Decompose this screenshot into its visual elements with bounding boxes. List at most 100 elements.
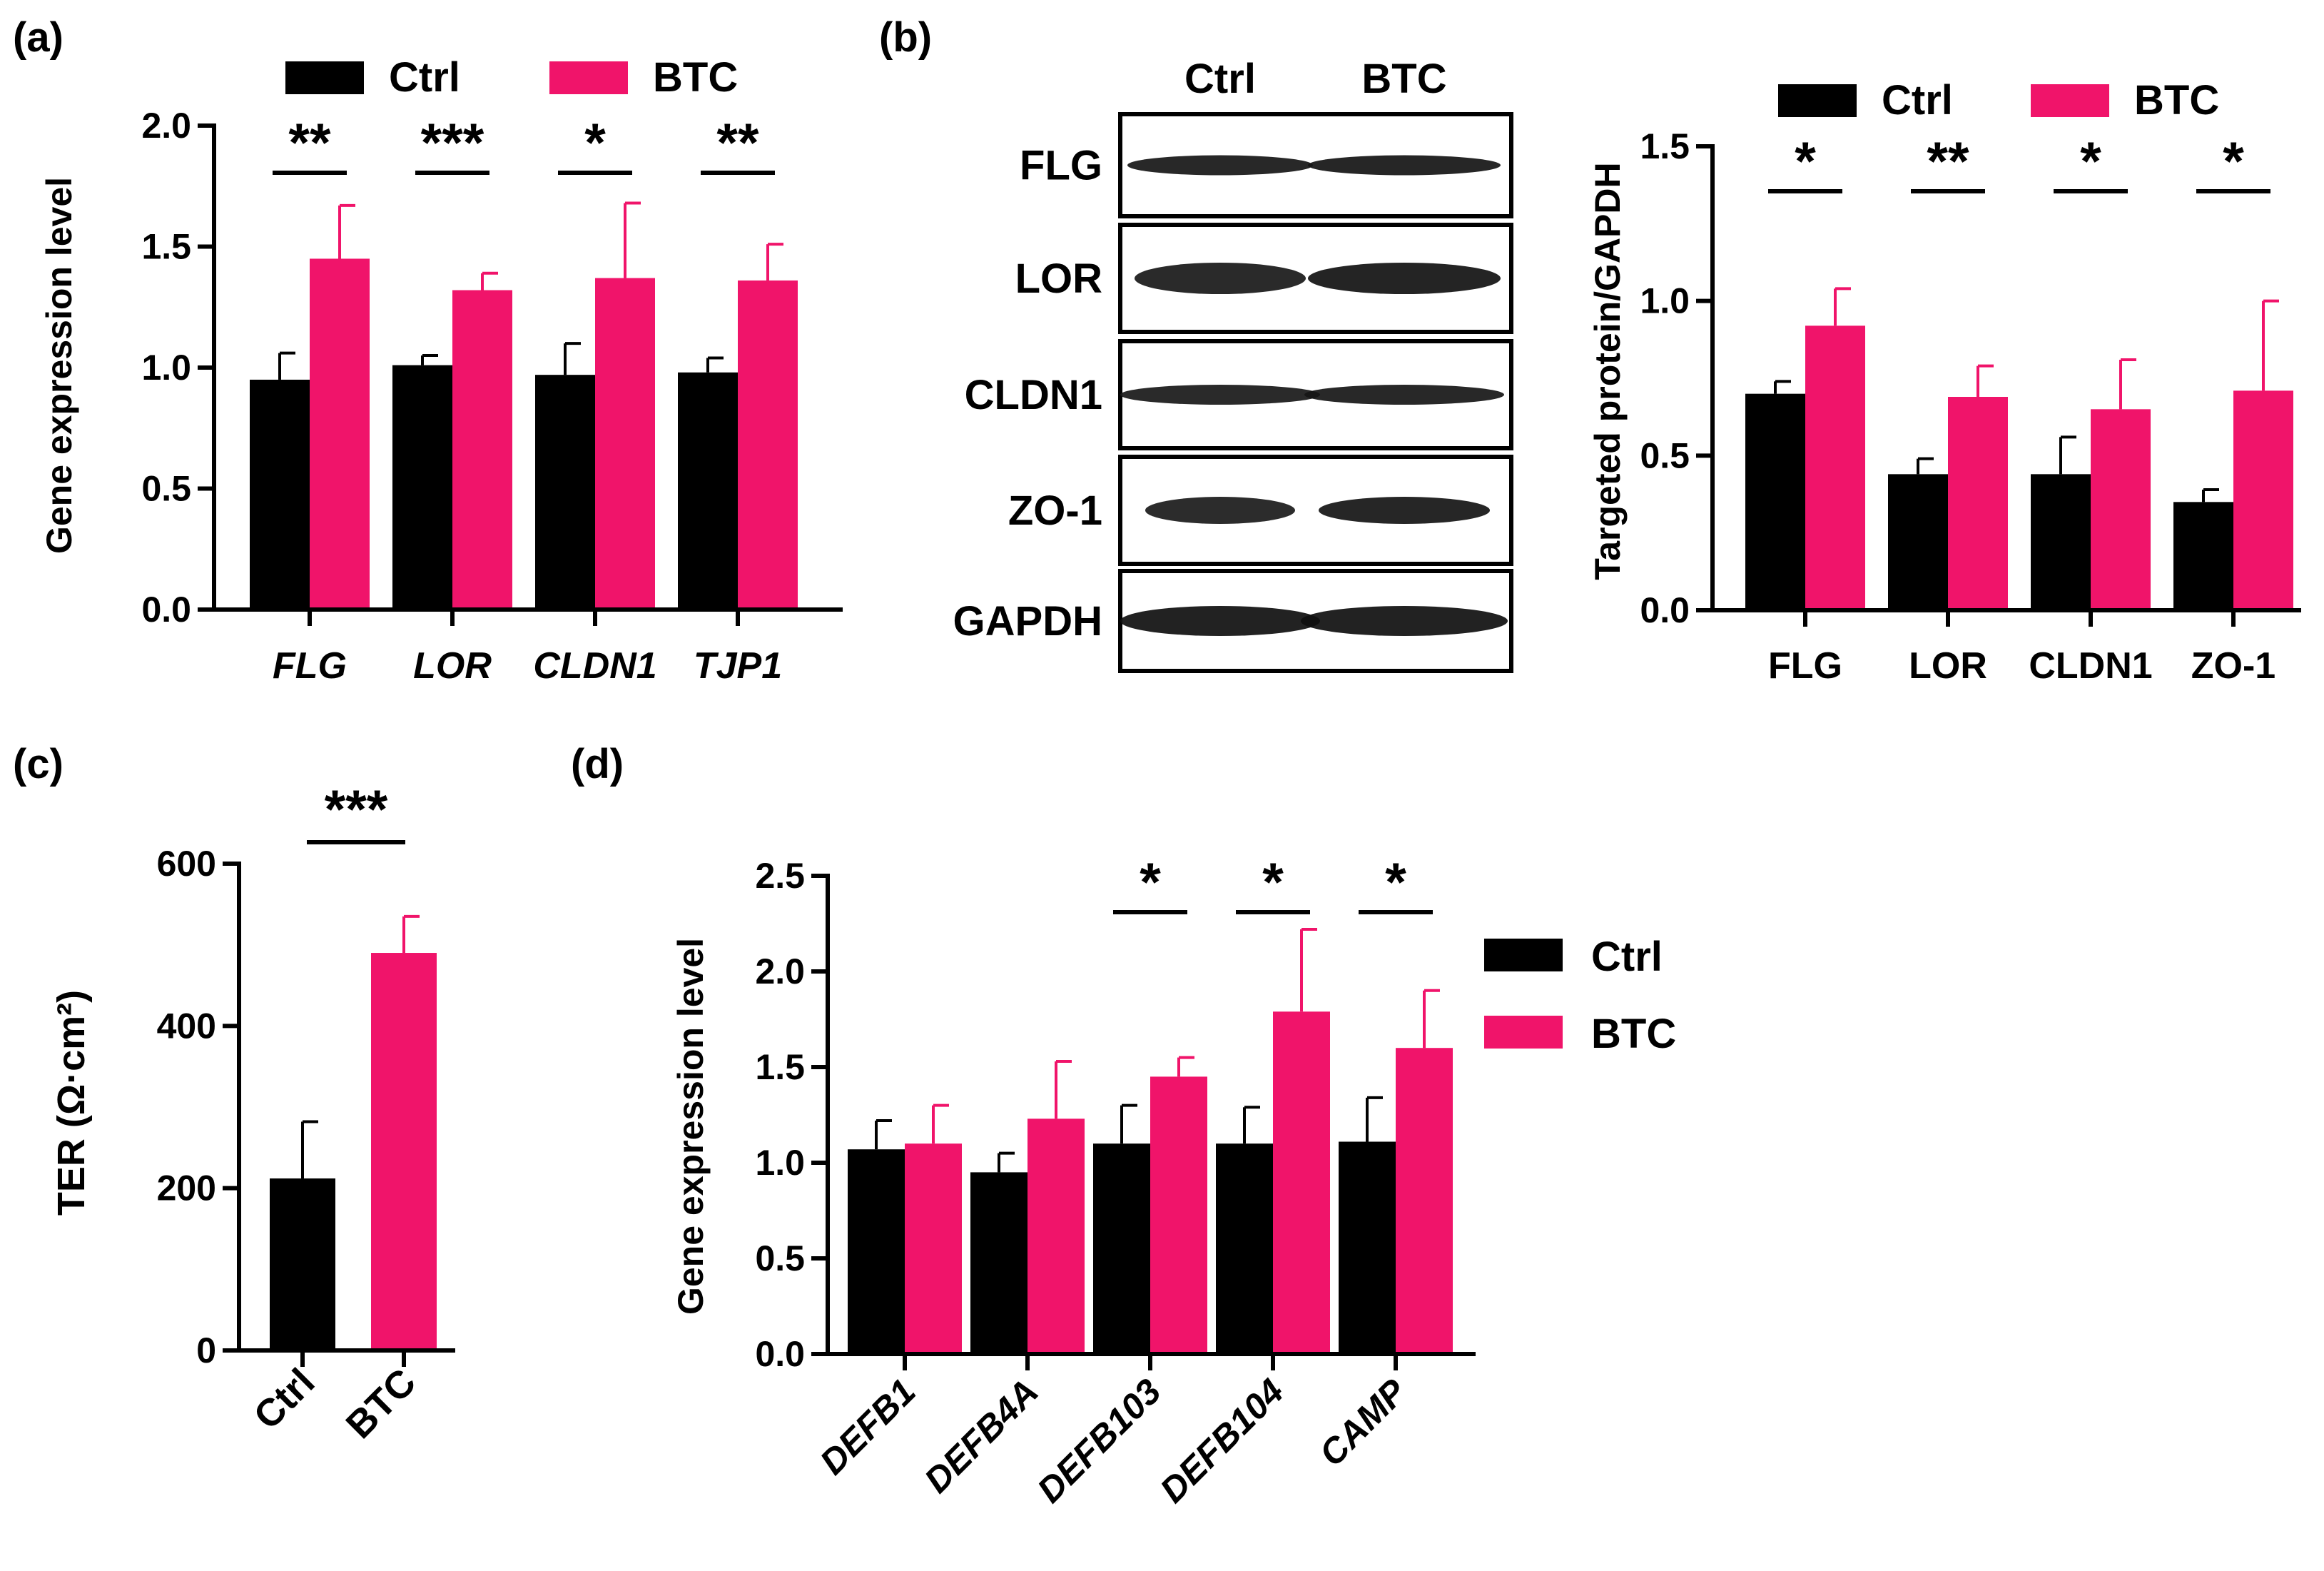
- y-tick-label: 0.0: [755, 1334, 805, 1374]
- chart-marks: ** *** * **: [250, 113, 798, 610]
- panel-b-legend: Ctrl BTC: [1778, 77, 2219, 123]
- blot-band: [1301, 606, 1508, 636]
- bar-btc: [452, 290, 512, 610]
- y-tick-label: 2.5: [755, 856, 805, 896]
- blot-row-label: CLDN1: [965, 372, 1102, 418]
- y-tick-label: 0.5: [755, 1238, 805, 1278]
- category-label: DEFB103: [1030, 1371, 1169, 1510]
- category-label: Ctrl: [245, 1360, 323, 1438]
- bar-btc: [371, 953, 437, 1350]
- panel-c-bar-chart: TER (Ω·cm²) 0 200 400 600 *** Ctrl BTC: [50, 779, 455, 1447]
- y-tick-label: 0.5: [141, 469, 191, 509]
- y-tick-label: 1.0: [1640, 281, 1690, 321]
- axes: [826, 874, 1476, 1356]
- panel-a-legend: Ctrl BTC: [285, 54, 738, 101]
- y-tick-label: 1.5: [1640, 126, 1690, 166]
- blot-band: [1319, 497, 1490, 524]
- x-axis-ticks: FLG LOR CLDN1 ZO-1: [1768, 608, 2275, 687]
- y-axis-title: Gene expression level: [671, 938, 711, 1315]
- bar-btc: [1805, 325, 1865, 610]
- bar-btc: [1396, 1048, 1453, 1354]
- y-axis-ticks: 0 200 400 600: [157, 844, 241, 1370]
- chart-marks: ***: [270, 779, 437, 1350]
- y-tick-label: 2.0: [141, 106, 191, 146]
- panel-label-c: (c): [13, 741, 64, 787]
- y-tick-label: 400: [157, 1006, 216, 1046]
- legend-label-btc: BTC: [1591, 1011, 1676, 1057]
- y-axis-ticks: 0.0 0.5 1.0 1.5: [1640, 126, 1715, 630]
- bar-ctrl: [250, 379, 310, 610]
- significance-mark: ***: [325, 779, 388, 840]
- legend-label-btc: BTC: [2134, 77, 2219, 123]
- category-label: FLG: [1768, 645, 1842, 687]
- bar-btc: [2091, 409, 2151, 610]
- significance-mark: *: [1385, 852, 1406, 913]
- category-label: CLDN1: [533, 645, 656, 687]
- legend-swatch-btc: [549, 61, 628, 94]
- legend-swatch-btc: [2031, 84, 2109, 117]
- bar-ctrl: [848, 1149, 905, 1354]
- chart-marks: * ** * *: [1745, 131, 2293, 610]
- x-axis-ticks: FLG LOR CLDN1 TJP1: [273, 607, 782, 687]
- legend-swatch-btc: [1484, 1016, 1563, 1049]
- bar-ctrl: [1093, 1143, 1150, 1354]
- significance-mark: **: [716, 113, 759, 173]
- legend-label-ctrl: Ctrl: [1591, 934, 1663, 980]
- bar-btc: [1150, 1076, 1207, 1354]
- significance-mark: **: [1927, 131, 1969, 192]
- panel-label-a: (a): [13, 14, 64, 61]
- blot-band: [1308, 263, 1501, 294]
- blot-band: [1120, 385, 1320, 405]
- bar-ctrl: [2173, 502, 2233, 610]
- category-label: TJP1: [694, 645, 782, 687]
- axes: [237, 862, 455, 1353]
- blot-band: [1127, 155, 1313, 176]
- significance-mark: *: [584, 113, 606, 173]
- bar-btc: [2233, 390, 2293, 610]
- significance-mark: *: [2223, 131, 2244, 192]
- axes: [1710, 144, 2301, 612]
- y-tick-label: 0.5: [1640, 435, 1690, 475]
- category-label: ZO-1: [2191, 645, 2275, 687]
- blot-band: [1145, 497, 1295, 524]
- significance-mark: *: [1795, 131, 1816, 192]
- bar-ctrl: [1339, 1141, 1396, 1354]
- y-tick-label: 1.0: [141, 348, 191, 388]
- blot-band: [1120, 606, 1320, 636]
- bar-ctrl: [1216, 1143, 1273, 1354]
- western-blot: Ctrl BTC FLG LOR CLDN1 ZO-1 GAPDH: [953, 56, 1513, 673]
- blot-band: [1304, 385, 1504, 405]
- y-tick-label: 2.0: [755, 951, 805, 991]
- legend-label-ctrl: Ctrl: [1882, 77, 1953, 123]
- category-label: DEFB1: [812, 1371, 923, 1482]
- legend-label-ctrl: Ctrl: [389, 54, 460, 101]
- significance-mark: *: [1262, 852, 1284, 913]
- legend-swatch-ctrl: [1778, 84, 1857, 117]
- blot-row-label: GAPDH: [953, 598, 1102, 645]
- bar-ctrl: [1888, 474, 1948, 610]
- bar-ctrl: [970, 1172, 1027, 1354]
- significance-mark: *: [2080, 131, 2101, 192]
- blot-row-label: LOR: [1015, 256, 1102, 302]
- y-tick-label: 200: [157, 1168, 216, 1208]
- blot-band: [1308, 155, 1501, 176]
- y-axis-title: TER (Ω·cm²): [50, 990, 93, 1216]
- y-tick-label: 1.5: [755, 1047, 805, 1087]
- legend-swatch-ctrl: [285, 61, 364, 94]
- y-tick-label: 1.5: [141, 227, 191, 267]
- blot-rows: FLG LOR CLDN1 ZO-1 GAPDH: [953, 112, 1513, 673]
- significance-mark: **: [288, 113, 331, 173]
- blot-row-label: ZO-1: [1008, 488, 1102, 534]
- panel-b-bar-chart: Ctrl BTC Targeted protein/GAPDH 0.0 0.5 1.…: [1588, 77, 2301, 687]
- y-axis-title: Gene expression level: [39, 177, 79, 554]
- category-label: LOR: [413, 645, 492, 687]
- category-label: CLDN1: [2029, 645, 2152, 687]
- bar-ctrl: [678, 372, 738, 610]
- legend-label-btc: BTC: [653, 54, 738, 101]
- bar-btc: [1273, 1011, 1330, 1354]
- panel-d-legend: Ctrl BTC: [1484, 934, 1676, 1057]
- bar-ctrl: [1745, 393, 1805, 610]
- blot-band: [1135, 263, 1306, 294]
